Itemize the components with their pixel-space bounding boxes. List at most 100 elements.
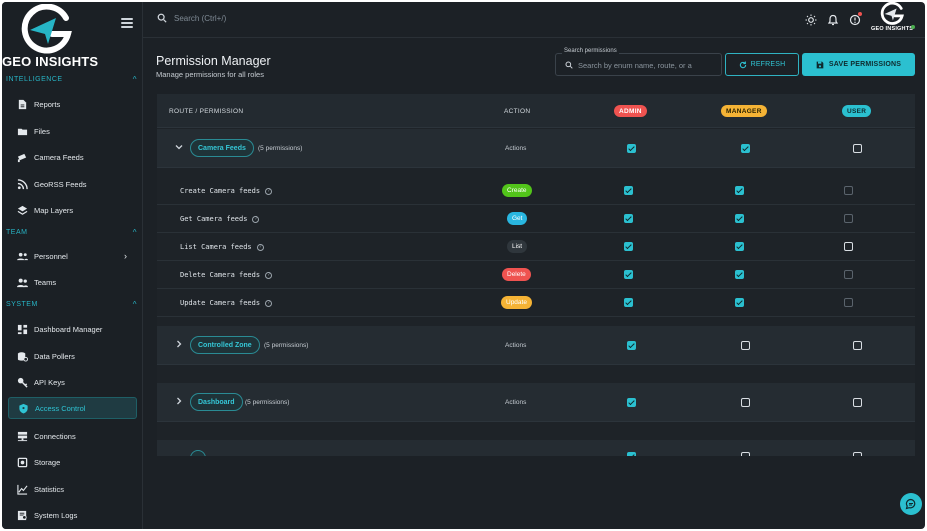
checkbox-manager[interactable] bbox=[741, 452, 750, 456]
chevron-down-icon[interactable] bbox=[174, 142, 184, 152]
chevron-right-icon[interactable] bbox=[174, 396, 184, 406]
help-icon[interactable]: ? bbox=[256, 243, 264, 251]
sidebar-item-label: Statistics bbox=[34, 484, 65, 494]
checkbox-manager[interactable] bbox=[735, 186, 744, 195]
checkbox-admin[interactable] bbox=[627, 452, 636, 456]
global-search[interactable]: Search (Ctrl+/) bbox=[157, 13, 226, 23]
sidebar-item-georss-feeds[interactable]: GeoRSS Feeds bbox=[8, 173, 137, 195]
checkbox-user[interactable] bbox=[844, 270, 853, 279]
avatar[interactable]: GEO INSIGHTS bbox=[871, 2, 915, 36]
brand: GEO INSIGHTS bbox=[2, 2, 143, 70]
help-icon[interactable]: ? bbox=[252, 215, 260, 223]
actions-label: Actions bbox=[505, 399, 527, 406]
table-row-group[interactable]: Dashboard (5 permissions) Actions bbox=[157, 383, 915, 422]
permission-search-field[interactable]: Search permissions bbox=[555, 48, 722, 76]
camera-icon bbox=[17, 152, 28, 163]
document-icon bbox=[17, 99, 28, 110]
save-permissions-button[interactable]: SAVE PERMISSIONS bbox=[802, 53, 915, 76]
checkbox-manager[interactable] bbox=[741, 398, 750, 407]
chevron-right-icon[interactable] bbox=[174, 339, 184, 349]
checkbox-admin[interactable] bbox=[627, 341, 636, 350]
checkbox-admin[interactable] bbox=[624, 242, 633, 251]
sidebar-item-storage[interactable]: Storage bbox=[8, 451, 137, 473]
online-status-dot bbox=[911, 25, 915, 29]
table-row-group[interactable]: Controlled Zone (5 permissions) Actions bbox=[157, 326, 915, 365]
group-chip[interactable]: Camera Feeds bbox=[190, 139, 254, 157]
sidebar-item-statistics[interactable]: Statistics bbox=[8, 478, 137, 500]
checkbox-user[interactable] bbox=[844, 214, 853, 223]
checkbox-admin[interactable] bbox=[624, 298, 633, 307]
permissions-table: ROUTE / PERMISSION ACTION ADMIN MANAGER … bbox=[157, 94, 915, 456]
alert-icon[interactable] bbox=[849, 12, 862, 26]
checkbox-user[interactable] bbox=[853, 398, 862, 407]
sidebar-item-system-logs[interactable]: System Logs bbox=[8, 504, 137, 526]
checkbox-admin[interactable] bbox=[627, 144, 636, 153]
section-team[interactable]: TEAM ^ bbox=[6, 228, 137, 237]
sidebar-item-api-keys[interactable]: API Keys bbox=[8, 371, 137, 393]
method-badge: Get bbox=[507, 212, 528, 225]
permission-name: Get Camera feeds? bbox=[180, 215, 260, 223]
checkbox-user[interactable] bbox=[844, 298, 853, 307]
section-system[interactable]: SYSTEM ^ bbox=[6, 300, 137, 309]
checkbox-user[interactable] bbox=[853, 144, 862, 153]
refresh-icon bbox=[739, 61, 746, 68]
table-row-group-partial[interactable] bbox=[157, 440, 915, 456]
sidebar-item-reports[interactable]: Reports bbox=[8, 93, 137, 115]
checkbox-manager[interactable] bbox=[735, 298, 744, 307]
sidebar-item-access-control[interactable]: Access Control bbox=[8, 397, 137, 419]
column-header-route: ROUTE / PERMISSION bbox=[169, 108, 244, 115]
checkbox-admin[interactable] bbox=[624, 186, 633, 195]
sidebar-item-personnel[interactable]: Personnel › bbox=[8, 245, 137, 267]
checkbox-user[interactable] bbox=[853, 341, 862, 350]
group-count: (5 permissions) bbox=[258, 145, 303, 152]
checkbox-manager[interactable] bbox=[735, 270, 744, 279]
checkbox-manager[interactable] bbox=[735, 242, 744, 251]
sidebar-item-label: Connections bbox=[34, 431, 76, 441]
checkbox-user[interactable] bbox=[844, 242, 853, 251]
sidebar-item-label: Data Pollers bbox=[34, 351, 75, 361]
table-row-group[interactable]: Camera Feeds (5 permissions) Actions bbox=[157, 129, 915, 168]
section-intelligence[interactable]: INTELLIGENCE ^ bbox=[6, 75, 137, 84]
bell-icon[interactable] bbox=[827, 13, 839, 26]
table-row: Create Camera feeds? Create bbox=[157, 177, 915, 205]
sidebar-item-files[interactable]: Files bbox=[8, 120, 137, 142]
menu-toggle-icon[interactable] bbox=[121, 18, 133, 28]
help-icon[interactable]: ? bbox=[265, 299, 273, 307]
sidebar-item-label: Map Layers bbox=[34, 205, 74, 215]
chat-icon bbox=[905, 498, 916, 510]
sidebar-item-label: Teams bbox=[34, 277, 57, 287]
checkbox-admin[interactable] bbox=[624, 270, 633, 279]
checkbox-manager[interactable] bbox=[735, 214, 744, 223]
group-chip[interactable] bbox=[190, 450, 206, 456]
refresh-button[interactable]: REFRESH bbox=[725, 53, 799, 76]
permission-search-input[interactable] bbox=[578, 58, 718, 72]
checkbox-admin[interactable] bbox=[624, 214, 633, 223]
theme-toggle-icon[interactable] bbox=[805, 13, 817, 26]
sidebar-item-dashboard-manager[interactable]: Dashboard Manager bbox=[8, 318, 137, 340]
permission-search-label: Search permissions bbox=[562, 48, 619, 54]
group-count: (5 permissions) bbox=[245, 399, 290, 406]
group-chip[interactable]: Controlled Zone bbox=[190, 336, 260, 354]
actions-label: Actions bbox=[505, 145, 527, 152]
shield-icon bbox=[18, 403, 29, 414]
group-chip[interactable]: Dashboard bbox=[190, 393, 243, 411]
sidebar-item-connections[interactable]: Connections bbox=[8, 425, 137, 447]
checkbox-admin[interactable] bbox=[627, 398, 636, 407]
help-icon[interactable]: ? bbox=[265, 187, 273, 195]
sidebar-item-camera-feeds[interactable]: Camera Feeds bbox=[8, 146, 137, 168]
sidebar-item-map-layers[interactable]: Map Layers bbox=[8, 199, 137, 221]
chat-button[interactable] bbox=[900, 493, 922, 515]
help-icon[interactable]: ? bbox=[265, 271, 273, 279]
checkbox-manager[interactable] bbox=[741, 144, 750, 153]
checkbox-user[interactable] bbox=[844, 186, 853, 195]
sidebar-item-label: Dashboard Manager bbox=[34, 324, 103, 334]
sidebar-item-label: Storage bbox=[34, 457, 61, 467]
sidebar-item-data-pollers[interactable]: Data Pollers bbox=[8, 345, 137, 367]
checkbox-manager[interactable] bbox=[741, 341, 750, 350]
checkbox-user[interactable] bbox=[853, 452, 862, 456]
brand-name: GEO INSIGHTS bbox=[2, 54, 99, 69]
sidebar-item-teams[interactable]: Teams bbox=[8, 271, 137, 293]
permission-name: Update Camera feeds? bbox=[180, 299, 273, 307]
table-row: Get Camera feeds? Get bbox=[157, 205, 915, 233]
storage-icon bbox=[17, 457, 28, 468]
